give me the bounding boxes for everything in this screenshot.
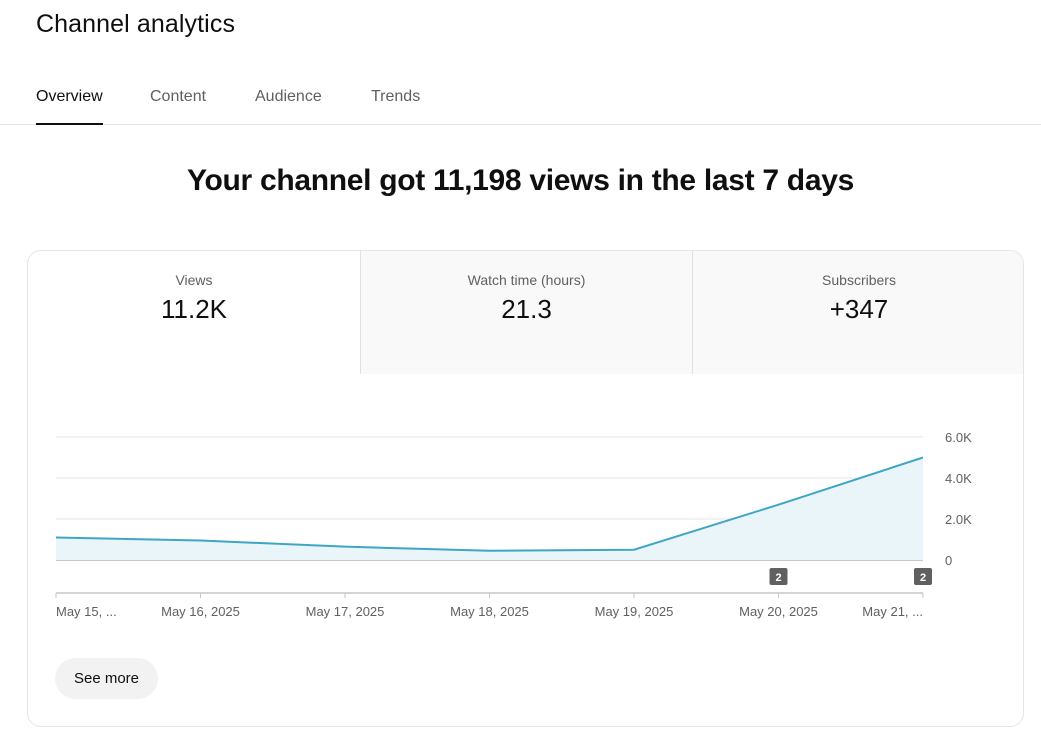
x-tick-label: May 15, ... — [56, 604, 117, 619]
series-line — [55, 456, 924, 552]
y-tick-label: 4.0K — [945, 471, 972, 486]
tab-overview[interactable]: Overview — [36, 88, 103, 125]
x-tick-label: May 17, 2025 — [306, 604, 385, 619]
views-chart: 0 2.0K 4.0K 6.0K May 15, ... May 16, 2025 May … — [55, 430, 972, 619]
metric-label: Watch time (hours) — [467, 272, 586, 288]
tab-content[interactable]: Content — [150, 88, 207, 105]
y-tick-label: 6.0K — [945, 430, 972, 445]
tab-trends[interactable]: Trends — [371, 88, 421, 105]
see-more-button[interactable]: See more — [55, 658, 158, 699]
metric-tab-subscribers[interactable]: Subscribers +347 — [692, 251, 1023, 374]
metric-value: 21.3 — [501, 294, 552, 324]
x-tick-label: May 19, 2025 — [595, 604, 674, 619]
metric-label: Subscribers — [822, 272, 896, 288]
x-tick-label: May 16, 2025 — [161, 604, 240, 619]
metric-value: +347 — [829, 294, 889, 324]
annotation-marker — [914, 568, 932, 585]
metric-label: Views — [175, 272, 213, 288]
series-area — [56, 457, 923, 560]
metric-tab-watch-time[interactable]: Watch time (hours) 21.3 — [360, 251, 692, 374]
annotation-marker-label: 2 — [775, 572, 781, 584]
y-tick-label: 2.0K — [945, 512, 972, 527]
annotation-marker-label: 2 — [920, 572, 926, 584]
summary-headline: Your channel got 11,198 views in the las… — [187, 164, 854, 197]
tab-bar: Overview Content Audience Trends — [0, 70, 1041, 125]
metric-tab-views[interactable]: Views 11.2K — [28, 251, 360, 374]
x-tick-label: May 21, ... — [862, 604, 923, 619]
tab-audience[interactable]: Audience — [255, 88, 322, 105]
metric-value: 11.2K — [160, 294, 227, 324]
x-tick-label: May 18, 2025 — [450, 604, 529, 619]
annotation-marker — [769, 568, 788, 585]
y-tick-label: 0 — [945, 553, 952, 568]
x-tick-label: May 20, 2025 — [739, 604, 818, 619]
overview-card: Views 11.2K Watch time (hours) 21.3 Subs… — [27, 250, 1024, 727]
page-title: Channel analytics — [36, 10, 236, 38]
